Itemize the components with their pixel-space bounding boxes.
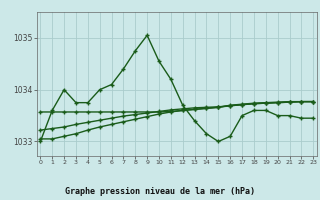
Text: Graphe pression niveau de la mer (hPa): Graphe pression niveau de la mer (hPa) <box>65 187 255 196</box>
